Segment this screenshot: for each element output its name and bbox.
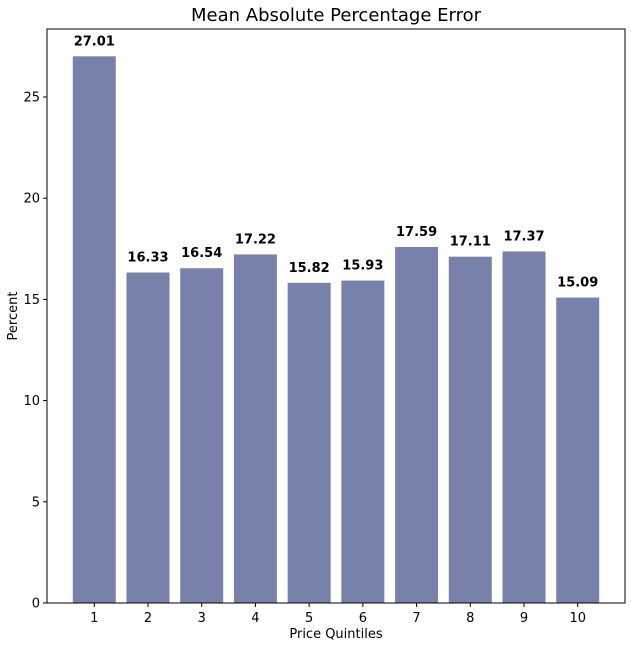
- data-label-9: 17.37: [503, 229, 544, 244]
- y-tick-label-5: 5: [32, 495, 40, 510]
- bar-6: [341, 280, 385, 603]
- bar-3: [180, 268, 224, 603]
- plot-frame: [46, 28, 626, 604]
- y-tick-label-20: 20: [23, 192, 40, 207]
- x-tick-label-2: 2: [144, 611, 152, 626]
- data-label-8: 17.11: [450, 235, 491, 250]
- y-axis-label: Percent: [6, 292, 21, 341]
- x-axis-label: Price Quintiles: [289, 627, 382, 642]
- bar-7: [395, 246, 439, 604]
- bar-9: [502, 251, 546, 603]
- data-label-6: 15.93: [342, 259, 383, 274]
- x-axis-ticks: 1 2 3 4 5 6 7 8 9 10: [90, 603, 586, 626]
- x-tick-label-9: 9: [520, 611, 528, 626]
- x-tick-label-10: 10: [569, 611, 586, 626]
- data-label-4: 17.22: [235, 232, 276, 247]
- x-tick-label-4: 4: [251, 611, 259, 626]
- data-label-7: 17.59: [396, 225, 437, 240]
- bar-2: [126, 272, 170, 603]
- bars-group: [72, 56, 600, 604]
- bar-10: [556, 297, 600, 603]
- data-label-2: 16.33: [127, 250, 168, 265]
- data-label-5: 15.82: [289, 261, 330, 276]
- x-tick-label-1: 1: [90, 611, 98, 626]
- x-tick-label-8: 8: [466, 611, 474, 626]
- x-tick-label-6: 6: [359, 611, 367, 626]
- y-tick-label-25: 25: [23, 91, 40, 106]
- bar-8: [448, 256, 492, 603]
- data-labels-group: 27.01 16.33 16.54 17.22 15.82 15.93 17.59 17.11…: [74, 34, 599, 290]
- chart-title: Mean Absolute Percentage Error: [191, 5, 482, 26]
- x-tick-label-7: 7: [412, 611, 420, 626]
- x-tick-label-3: 3: [198, 611, 206, 626]
- y-tick-label-15: 15: [23, 293, 40, 308]
- x-tick-label-5: 5: [305, 611, 313, 626]
- bar-4: [233, 254, 277, 604]
- data-label-10: 15.09: [557, 276, 598, 291]
- data-label-1: 27.01: [74, 34, 115, 49]
- y-axis-ticks: 0 5 10 15 20 25: [23, 91, 47, 612]
- bar-1: [72, 56, 116, 604]
- y-tick-label-10: 10: [23, 394, 40, 409]
- y-tick-label-0: 0: [32, 597, 40, 612]
- bar-5: [287, 282, 331, 603]
- data-label-3: 16.54: [181, 246, 222, 261]
